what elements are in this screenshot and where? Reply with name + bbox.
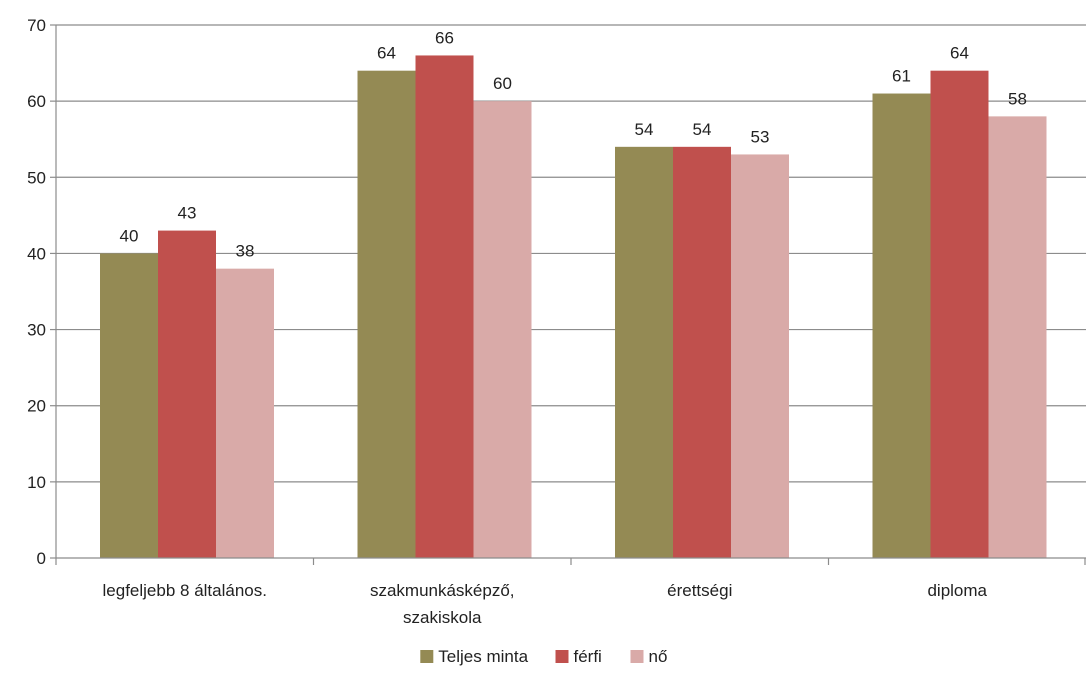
data-label: 64 — [950, 44, 969, 63]
axes: 0 10 20 30 40 50 60 70 legfeljebb 8 általános. sz… — [27, 16, 1086, 627]
data-label: 58 — [1008, 89, 1027, 108]
legend-label: Teljes minta — [438, 647, 528, 666]
data-label: 54 — [693, 120, 712, 139]
bar — [673, 146, 731, 559]
data-label: 40 — [120, 226, 139, 245]
data-label: 66 — [435, 28, 454, 47]
legend-item: férfi — [555, 647, 602, 666]
legend-item: nő — [630, 647, 668, 666]
bar — [100, 253, 158, 558]
legend-label: férfi — [574, 647, 602, 666]
x-category-label: szakmunkásképző, — [370, 581, 515, 600]
x-category-label: szakiskola — [403, 608, 482, 627]
data-label: 54 — [635, 120, 654, 139]
y-tick-label: 30 — [27, 321, 46, 340]
bar — [473, 101, 532, 559]
bar — [872, 93, 931, 559]
data-labels: 40 43 38 64 66 60 54 54 53 61 64 58 — [120, 28, 1027, 260]
bar — [158, 230, 216, 559]
legend-swatch — [555, 650, 569, 663]
bar — [731, 154, 789, 558]
data-label: 38 — [236, 242, 255, 261]
bar — [216, 268, 274, 558]
y-tick-label: 10 — [27, 473, 46, 492]
legend-swatch — [420, 650, 434, 663]
bar — [415, 55, 474, 558]
bar — [615, 146, 673, 559]
y-tick-label: 50 — [27, 168, 46, 187]
y-tick-label: 20 — [27, 397, 46, 416]
y-tick-label: 40 — [27, 244, 46, 263]
y-tick-label: 0 — [37, 549, 46, 568]
y-tick-label: 70 — [27, 16, 46, 35]
legend-swatch — [630, 650, 644, 663]
x-category-label: legfeljebb 8 általános. — [103, 581, 267, 600]
y-tick-label: 60 — [27, 92, 46, 111]
bar — [988, 116, 1047, 558]
data-label: 43 — [178, 204, 197, 223]
x-category-label: érettségi — [667, 581, 732, 600]
bar — [357, 70, 416, 558]
legend: Teljes minta férfi nő — [420, 647, 667, 666]
data-label: 60 — [493, 74, 512, 93]
legend-label: nő — [649, 647, 668, 666]
bar — [930, 70, 989, 558]
legend-item: Teljes minta — [420, 647, 529, 666]
bars — [100, 55, 1047, 559]
data-label: 53 — [751, 127, 770, 146]
data-label: 64 — [377, 44, 396, 63]
x-category-label: diploma — [927, 581, 987, 600]
data-label: 61 — [892, 67, 911, 86]
